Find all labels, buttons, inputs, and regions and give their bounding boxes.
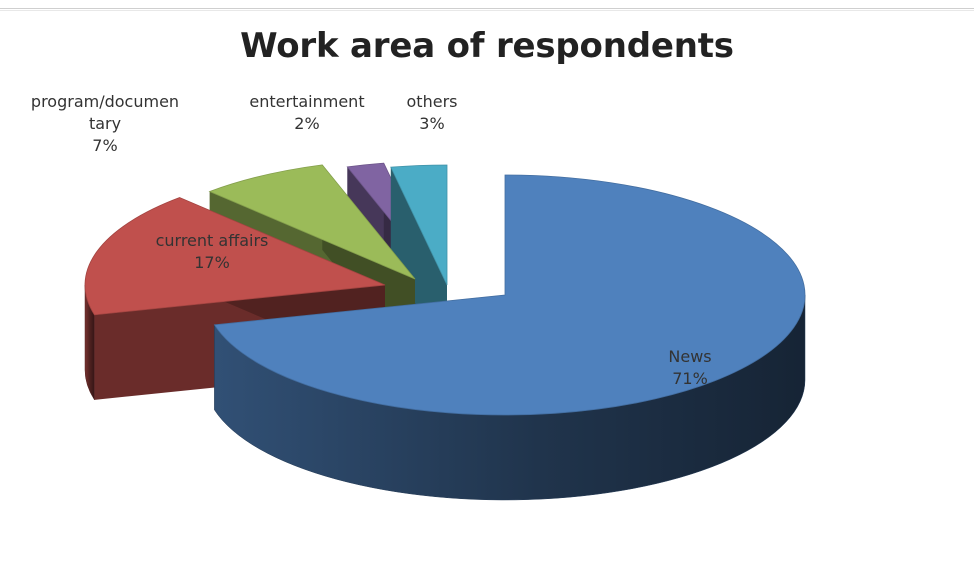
slices-group	[85, 163, 805, 500]
data-label-entertainment: entertainment 2%	[249, 92, 364, 133]
data-label-others: others 3%	[407, 92, 458, 133]
data-label-program-documentary: program/documen tary 7%	[31, 92, 179, 155]
